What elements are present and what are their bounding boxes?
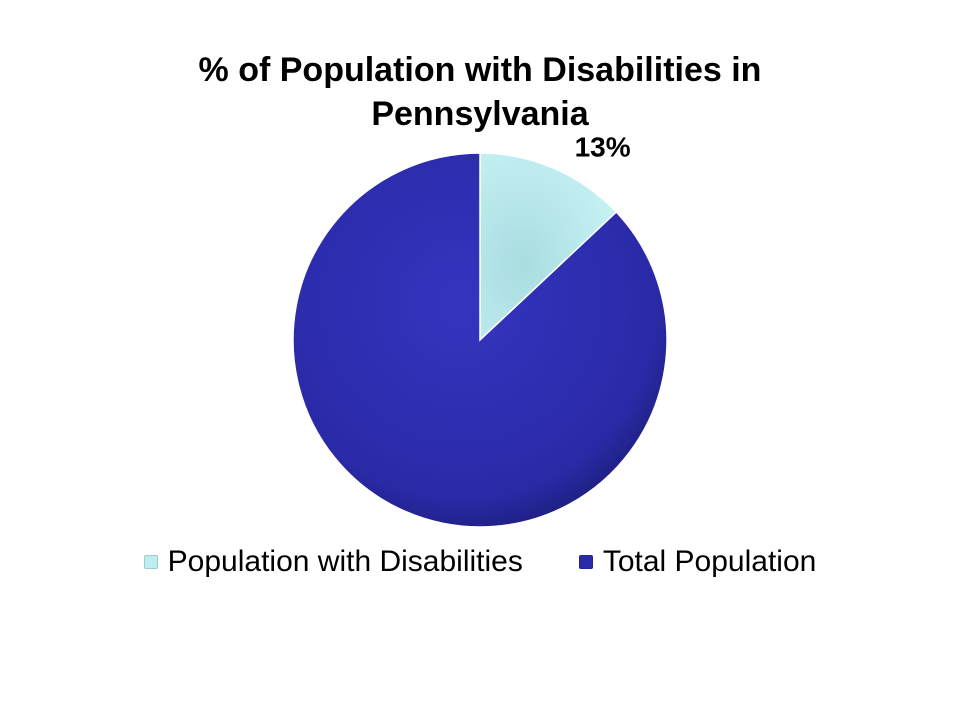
legend-label: Population with Disabilities: [167, 545, 523, 578]
pie-slices: [292, 152, 668, 528]
data-label-population-with-disabilities: 13%: [575, 132, 631, 163]
legend: Population with Disabilities Total Popul…: [0, 540, 960, 584]
legend-swatch-blue: [578, 555, 593, 569]
legend-item-total-population: Total Population: [578, 545, 817, 579]
legend-swatch-light-cyan: [143, 555, 158, 569]
legend-item-population-with-disabilities: Population with Disabilities: [143, 545, 523, 579]
chart-title-line-1: % of Population with Disabilities in: [198, 51, 762, 89]
pie-slice-total-population: [292, 152, 668, 528]
pie-data-labels: 13%: [575, 132, 631, 163]
chart-title-line-2: Pennsylvania: [371, 95, 589, 133]
legend-label: Total Population: [602, 545, 817, 578]
pie-slice-population-with-disabilities: [479, 152, 618, 342]
chart-title: % of Population with Disabilities in Pen…: [130, 48, 830, 136]
